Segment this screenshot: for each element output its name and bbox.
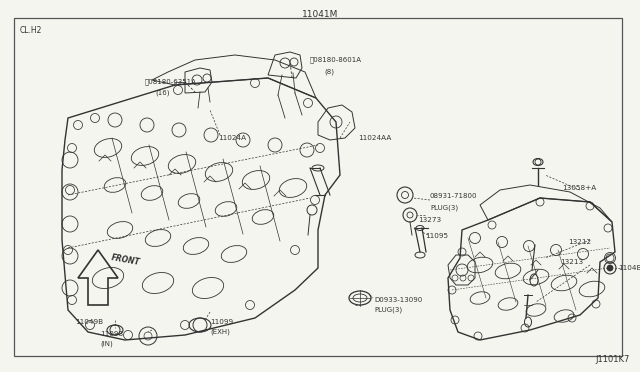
Text: 08931-71800: 08931-71800 (430, 193, 477, 199)
Text: 11024AA: 11024AA (358, 135, 392, 141)
Text: PLUG(3): PLUG(3) (374, 307, 402, 313)
Text: Ⓑ08180-6351A: Ⓑ08180-6351A (145, 79, 197, 85)
Text: 11095: 11095 (425, 233, 448, 239)
Text: 13213: 13213 (560, 259, 583, 265)
Text: (8): (8) (324, 69, 334, 75)
Text: (16): (16) (155, 90, 170, 96)
Text: 1104BBA: 1104BBA (618, 265, 640, 271)
Text: FRONT: FRONT (110, 253, 140, 267)
Text: (EXH): (EXH) (210, 329, 230, 335)
Text: J1101K7: J1101K7 (596, 355, 630, 364)
Text: 11041M: 11041M (302, 10, 338, 19)
Text: PLUG(3): PLUG(3) (430, 205, 458, 211)
Text: (IN): (IN) (100, 341, 113, 347)
Text: 13212: 13212 (568, 239, 591, 245)
Text: 11099: 11099 (210, 319, 233, 325)
Text: 13273: 13273 (418, 217, 441, 223)
Text: 13058+A: 13058+A (562, 185, 596, 191)
Circle shape (607, 265, 613, 271)
Text: 11049B: 11049B (75, 319, 103, 325)
Text: Ⓑ08180-8601A: Ⓑ08180-8601A (310, 57, 362, 63)
Text: 11098: 11098 (100, 331, 123, 337)
Text: D0933-13090: D0933-13090 (374, 297, 422, 303)
Text: 11024A: 11024A (218, 135, 246, 141)
Text: CL.H2: CL.H2 (20, 26, 42, 35)
